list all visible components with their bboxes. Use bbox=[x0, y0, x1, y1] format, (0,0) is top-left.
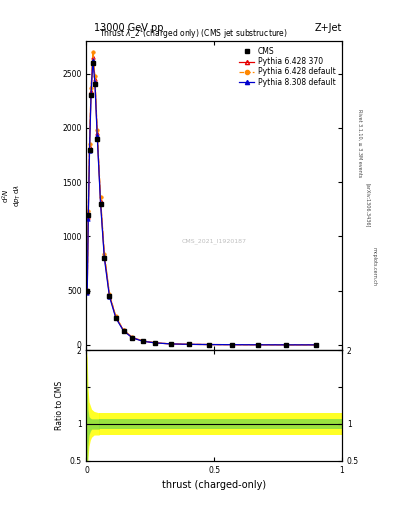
Text: Thrust $\lambda\_2^1$(charged only) (CMS jet substructure): Thrust $\lambda\_2^1$(charged only) (CMS… bbox=[99, 27, 288, 41]
Text: 13000 GeV pp: 13000 GeV pp bbox=[94, 23, 164, 33]
Text: Z+Jet: Z+Jet bbox=[314, 23, 342, 33]
Text: Rivet 3.1.10, ≥ 3.3M events: Rivet 3.1.10, ≥ 3.3M events bbox=[357, 109, 362, 178]
X-axis label: thrust (charged-only): thrust (charged-only) bbox=[162, 480, 266, 490]
Text: mcplots.cern.ch: mcplots.cern.ch bbox=[372, 247, 376, 286]
Text: [arXiv:1306.3436]: [arXiv:1306.3436] bbox=[365, 183, 370, 227]
Y-axis label: Ratio to CMS: Ratio to CMS bbox=[55, 381, 64, 430]
Y-axis label: $\mathrm{d}^2N$
$\mathrm{d}p_T\,\mathrm{d}\lambda$: $\mathrm{d}^2N$ $\mathrm{d}p_T\,\mathrm{… bbox=[0, 184, 23, 207]
Legend: CMS, Pythia 6.428 370, Pythia 6.428 default, Pythia 8.308 default: CMS, Pythia 6.428 370, Pythia 6.428 defa… bbox=[237, 45, 338, 89]
Text: CMS_2021_I1920187: CMS_2021_I1920187 bbox=[182, 238, 247, 244]
